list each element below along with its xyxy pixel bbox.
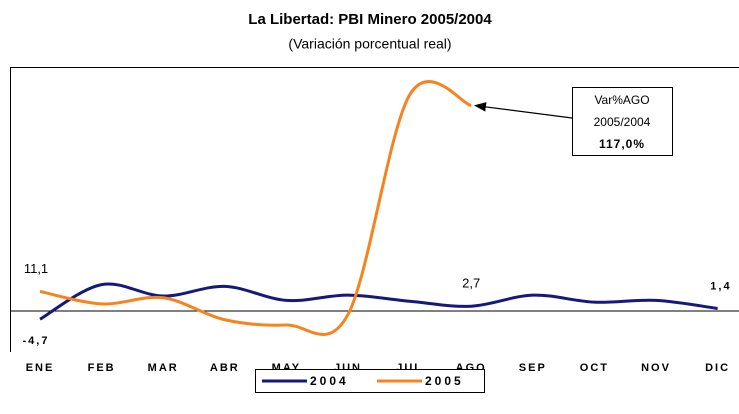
x-tick-label: ENE <box>26 362 55 374</box>
data-label: 2,7 <box>462 276 480 291</box>
x-tick-label: MAR <box>148 362 179 374</box>
x-tick-label: SEP <box>519 362 547 374</box>
annotation-text: 2005/2004 <box>594 115 651 129</box>
chart-title: La Libertad: PBI Minero 2005/2004 <box>248 11 492 28</box>
x-tick-label: FEB <box>88 362 116 374</box>
annotation-arrow <box>474 102 573 119</box>
x-tick-label: OCT <box>580 362 609 374</box>
legend-label: 2004 <box>310 374 349 388</box>
annotation-text: 117,0% <box>599 137 645 151</box>
annotation-box <box>572 87 673 156</box>
series-line <box>39 80 472 336</box>
annotation-text: Var%AGO <box>594 93 649 107</box>
x-tick-label: DIC <box>705 362 730 374</box>
x-tick-label: NOV <box>641 362 671 374</box>
legend-label: 2005 <box>425 374 464 388</box>
data-label: -4,7 <box>23 335 50 347</box>
data-label: 11,1 <box>24 261 48 276</box>
series-line <box>39 282 718 321</box>
x-tick-label: ABR <box>210 362 240 374</box>
data-label: 1,4 <box>710 280 731 292</box>
legend-box <box>255 369 485 393</box>
plot-frame <box>10 67 739 352</box>
chart-subtitle: (Variación porcentual real) <box>288 36 451 52</box>
